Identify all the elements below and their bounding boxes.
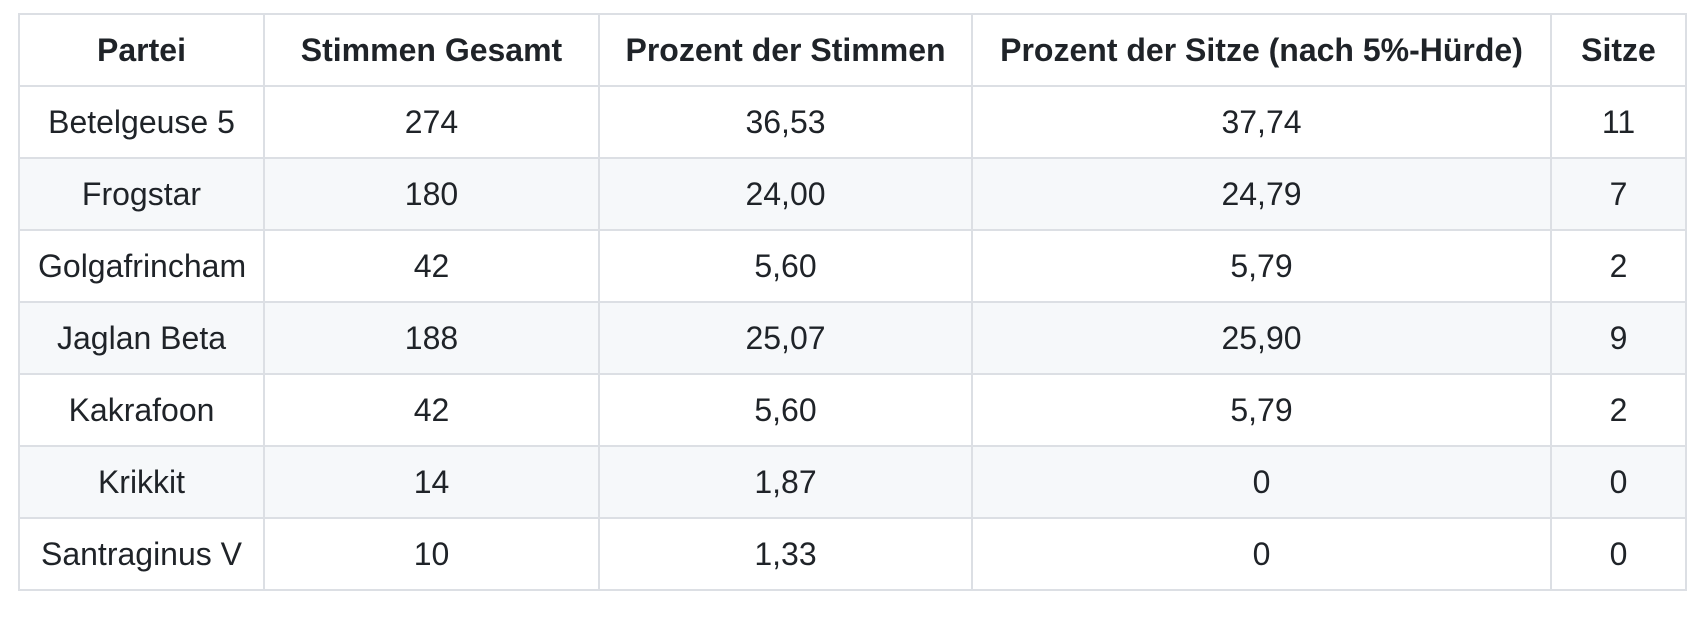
cell-partei: Krikkit (18, 445, 265, 519)
cell-prozent-stimmen: 1,87 (598, 445, 973, 519)
table-row: Jaglan Beta 188 25,07 25,90 9 (18, 301, 1687, 375)
cell-sitze: 2 (1550, 229, 1687, 303)
column-header-stimmen-gesamt: Stimmen Gesamt (263, 13, 600, 87)
cell-partei: Frogstar (18, 157, 265, 231)
cell-prozent-sitze: 0 (971, 517, 1552, 591)
cell-stimmen-gesamt: 188 (263, 301, 600, 375)
column-header-prozent-sitze: Prozent der Sitze (nach 5%-Hürde) (971, 13, 1552, 87)
column-header-sitze: Sitze (1550, 13, 1687, 87)
cell-prozent-sitze: 24,79 (971, 157, 1552, 231)
cell-stimmen-gesamt: 42 (263, 373, 600, 447)
cell-stimmen-gesamt: 14 (263, 445, 600, 519)
table-row: Santraginus V 10 1,33 0 0 (18, 517, 1687, 591)
table-header-row: Partei Stimmen Gesamt Prozent der Stimme… (18, 13, 1687, 87)
cell-stimmen-gesamt: 10 (263, 517, 600, 591)
cell-partei: Golgafrincham (18, 229, 265, 303)
cell-sitze: 2 (1550, 373, 1687, 447)
cell-partei: Betelgeuse 5 (18, 85, 265, 159)
cell-prozent-sitze: 25,90 (971, 301, 1552, 375)
cell-prozent-sitze: 37,74 (971, 85, 1552, 159)
cell-prozent-stimmen: 5,60 (598, 229, 973, 303)
cell-prozent-stimmen: 24,00 (598, 157, 973, 231)
cell-prozent-sitze: 0 (971, 445, 1552, 519)
cell-sitze: 0 (1550, 517, 1687, 591)
table-row: Kakrafoon 42 5,60 5,79 2 (18, 373, 1687, 447)
cell-sitze: 7 (1550, 157, 1687, 231)
cell-prozent-stimmen: 5,60 (598, 373, 973, 447)
cell-prozent-stimmen: 36,53 (598, 85, 973, 159)
election-results-table: Partei Stimmen Gesamt Prozent der Stimme… (18, 13, 1687, 591)
table-row: Golgafrincham 42 5,60 5,79 2 (18, 229, 1687, 303)
table-row: Betelgeuse 5 274 36,53 37,74 11 (18, 85, 1687, 159)
cell-stimmen-gesamt: 274 (263, 85, 600, 159)
cell-prozent-stimmen: 1,33 (598, 517, 973, 591)
column-header-prozent-stimmen: Prozent der Stimmen (598, 13, 973, 87)
cell-partei: Santraginus V (18, 517, 265, 591)
cell-stimmen-gesamt: 180 (263, 157, 600, 231)
table-row: Frogstar 180 24,00 24,79 7 (18, 157, 1687, 231)
column-header-partei: Partei (18, 13, 265, 87)
cell-sitze: 11 (1550, 85, 1687, 159)
cell-prozent-stimmen: 25,07 (598, 301, 973, 375)
cell-partei: Kakrafoon (18, 373, 265, 447)
cell-partei: Jaglan Beta (18, 301, 265, 375)
cell-prozent-sitze: 5,79 (971, 373, 1552, 447)
cell-sitze: 9 (1550, 301, 1687, 375)
cell-stimmen-gesamt: 42 (263, 229, 600, 303)
table-row: Krikkit 14 1,87 0 0 (18, 445, 1687, 519)
cell-prozent-sitze: 5,79 (971, 229, 1552, 303)
cell-sitze: 0 (1550, 445, 1687, 519)
